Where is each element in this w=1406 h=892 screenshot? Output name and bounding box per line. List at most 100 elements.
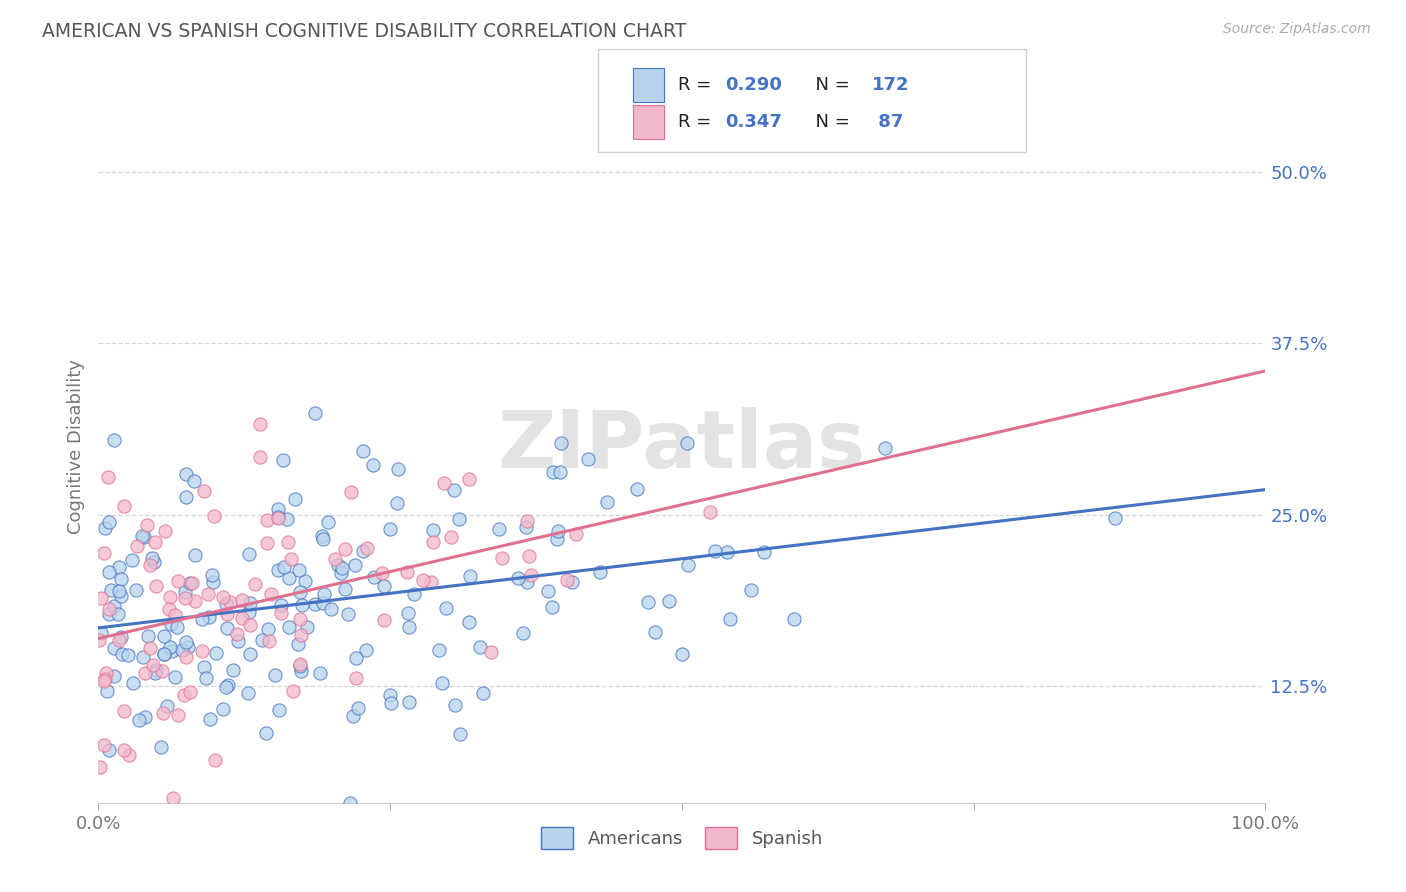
Text: Source: ZipAtlas.com: Source: ZipAtlas.com [1223, 22, 1371, 37]
Point [111, 647, 134, 661]
Point [548, 465, 571, 479]
Point [311, 528, 333, 542]
Point [239, 596, 262, 610]
Point [238, 605, 260, 619]
Point [110, 630, 132, 644]
Point [94, 665, 117, 680]
Point [290, 664, 312, 678]
Point [264, 668, 287, 682]
Point [145, 579, 167, 593]
Point [458, 472, 481, 486]
Point [333, 542, 356, 557]
Point [330, 561, 353, 575]
Point [352, 444, 374, 458]
Point [110, 572, 132, 586]
Point [373, 579, 395, 593]
Point [153, 524, 176, 538]
Point [153, 648, 176, 662]
Point [93, 674, 115, 689]
Point [312, 586, 335, 600]
Point [287, 563, 309, 577]
Point [267, 511, 290, 525]
Point [159, 591, 181, 605]
Point [387, 461, 409, 475]
Point [155, 698, 177, 713]
Point [110, 589, 132, 603]
Point [363, 569, 385, 583]
Point [479, 645, 502, 659]
Point [716, 545, 738, 559]
Point [93, 546, 115, 560]
Text: R =: R = [678, 76, 717, 94]
Point [267, 563, 290, 577]
Point [385, 496, 408, 510]
Point [398, 620, 420, 634]
Point [222, 663, 245, 677]
Point [184, 549, 207, 563]
Point [125, 583, 148, 598]
Point [257, 634, 280, 648]
Point [90, 625, 112, 640]
Text: 87: 87 [872, 113, 903, 131]
Point [103, 433, 125, 447]
Text: R =: R = [678, 113, 717, 131]
Point [304, 597, 326, 611]
Point [98, 602, 121, 616]
Point [419, 574, 441, 589]
Point [225, 626, 247, 640]
Point [517, 549, 540, 563]
Point [127, 539, 149, 553]
Point [90, 591, 112, 605]
Point [108, 560, 131, 574]
Point [205, 646, 228, 660]
Point [107, 607, 129, 622]
Text: AMERICAN VS SPANISH COGNITIVE DISABILITY CORRELATION CHART: AMERICAN VS SPANISH COGNITIVE DISABILITY… [42, 22, 686, 41]
Point [277, 535, 299, 549]
Point [150, 664, 173, 678]
Point [330, 566, 353, 581]
Point [380, 696, 402, 710]
Point [215, 622, 238, 636]
Y-axis label: Cognitive Disability: Cognitive Disability [66, 359, 84, 533]
Point [103, 599, 125, 613]
Point [141, 551, 163, 566]
Point [644, 625, 666, 640]
Point [143, 666, 166, 681]
Point [96, 683, 118, 698]
Point [288, 585, 311, 599]
Point [281, 684, 304, 698]
Point [555, 573, 578, 587]
Legend: Americans, Spanish: Americans, Spanish [534, 820, 830, 856]
Point [131, 529, 153, 543]
Point [378, 522, 401, 536]
Point [183, 474, 205, 488]
Point [449, 727, 471, 741]
Text: 0.347: 0.347 [725, 113, 782, 131]
Point [212, 590, 235, 604]
Point [202, 508, 225, 523]
Point [162, 644, 184, 658]
Point [266, 509, 288, 524]
Point [273, 560, 295, 574]
Point [339, 796, 361, 810]
Point [290, 627, 312, 641]
Point [361, 458, 384, 473]
Point [354, 643, 377, 657]
Point [576, 452, 599, 467]
Point [699, 505, 721, 519]
Text: N =: N = [804, 76, 856, 94]
Point [703, 544, 725, 558]
Point [142, 657, 165, 672]
Point [340, 484, 363, 499]
Point [378, 689, 401, 703]
Point [160, 616, 183, 631]
Point [103, 641, 125, 656]
Point [278, 620, 301, 634]
Point [142, 555, 165, 569]
Point [546, 532, 568, 546]
Point [458, 615, 481, 630]
Point [152, 706, 174, 720]
Point [271, 453, 294, 467]
Point [347, 701, 370, 715]
Point [239, 648, 262, 662]
